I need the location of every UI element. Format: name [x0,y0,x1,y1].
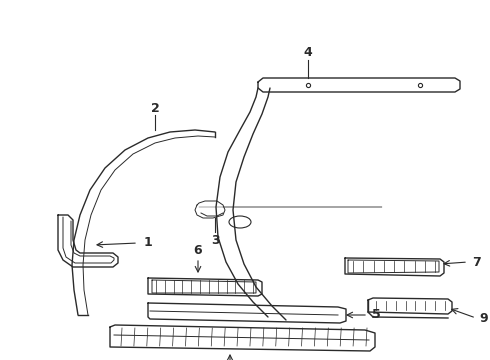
Polygon shape [258,78,460,92]
Polygon shape [148,278,262,296]
Polygon shape [110,325,375,351]
Polygon shape [368,298,452,314]
Text: 1: 1 [144,237,152,249]
Text: 5: 5 [371,309,380,321]
Text: 2: 2 [150,102,159,114]
Polygon shape [148,303,346,323]
Text: 6: 6 [194,243,202,256]
Text: 7: 7 [472,256,480,269]
Polygon shape [58,215,118,267]
Text: 9: 9 [480,311,489,324]
Text: 4: 4 [304,46,313,59]
Polygon shape [195,201,225,218]
Polygon shape [345,258,444,276]
Text: 3: 3 [211,234,220,247]
